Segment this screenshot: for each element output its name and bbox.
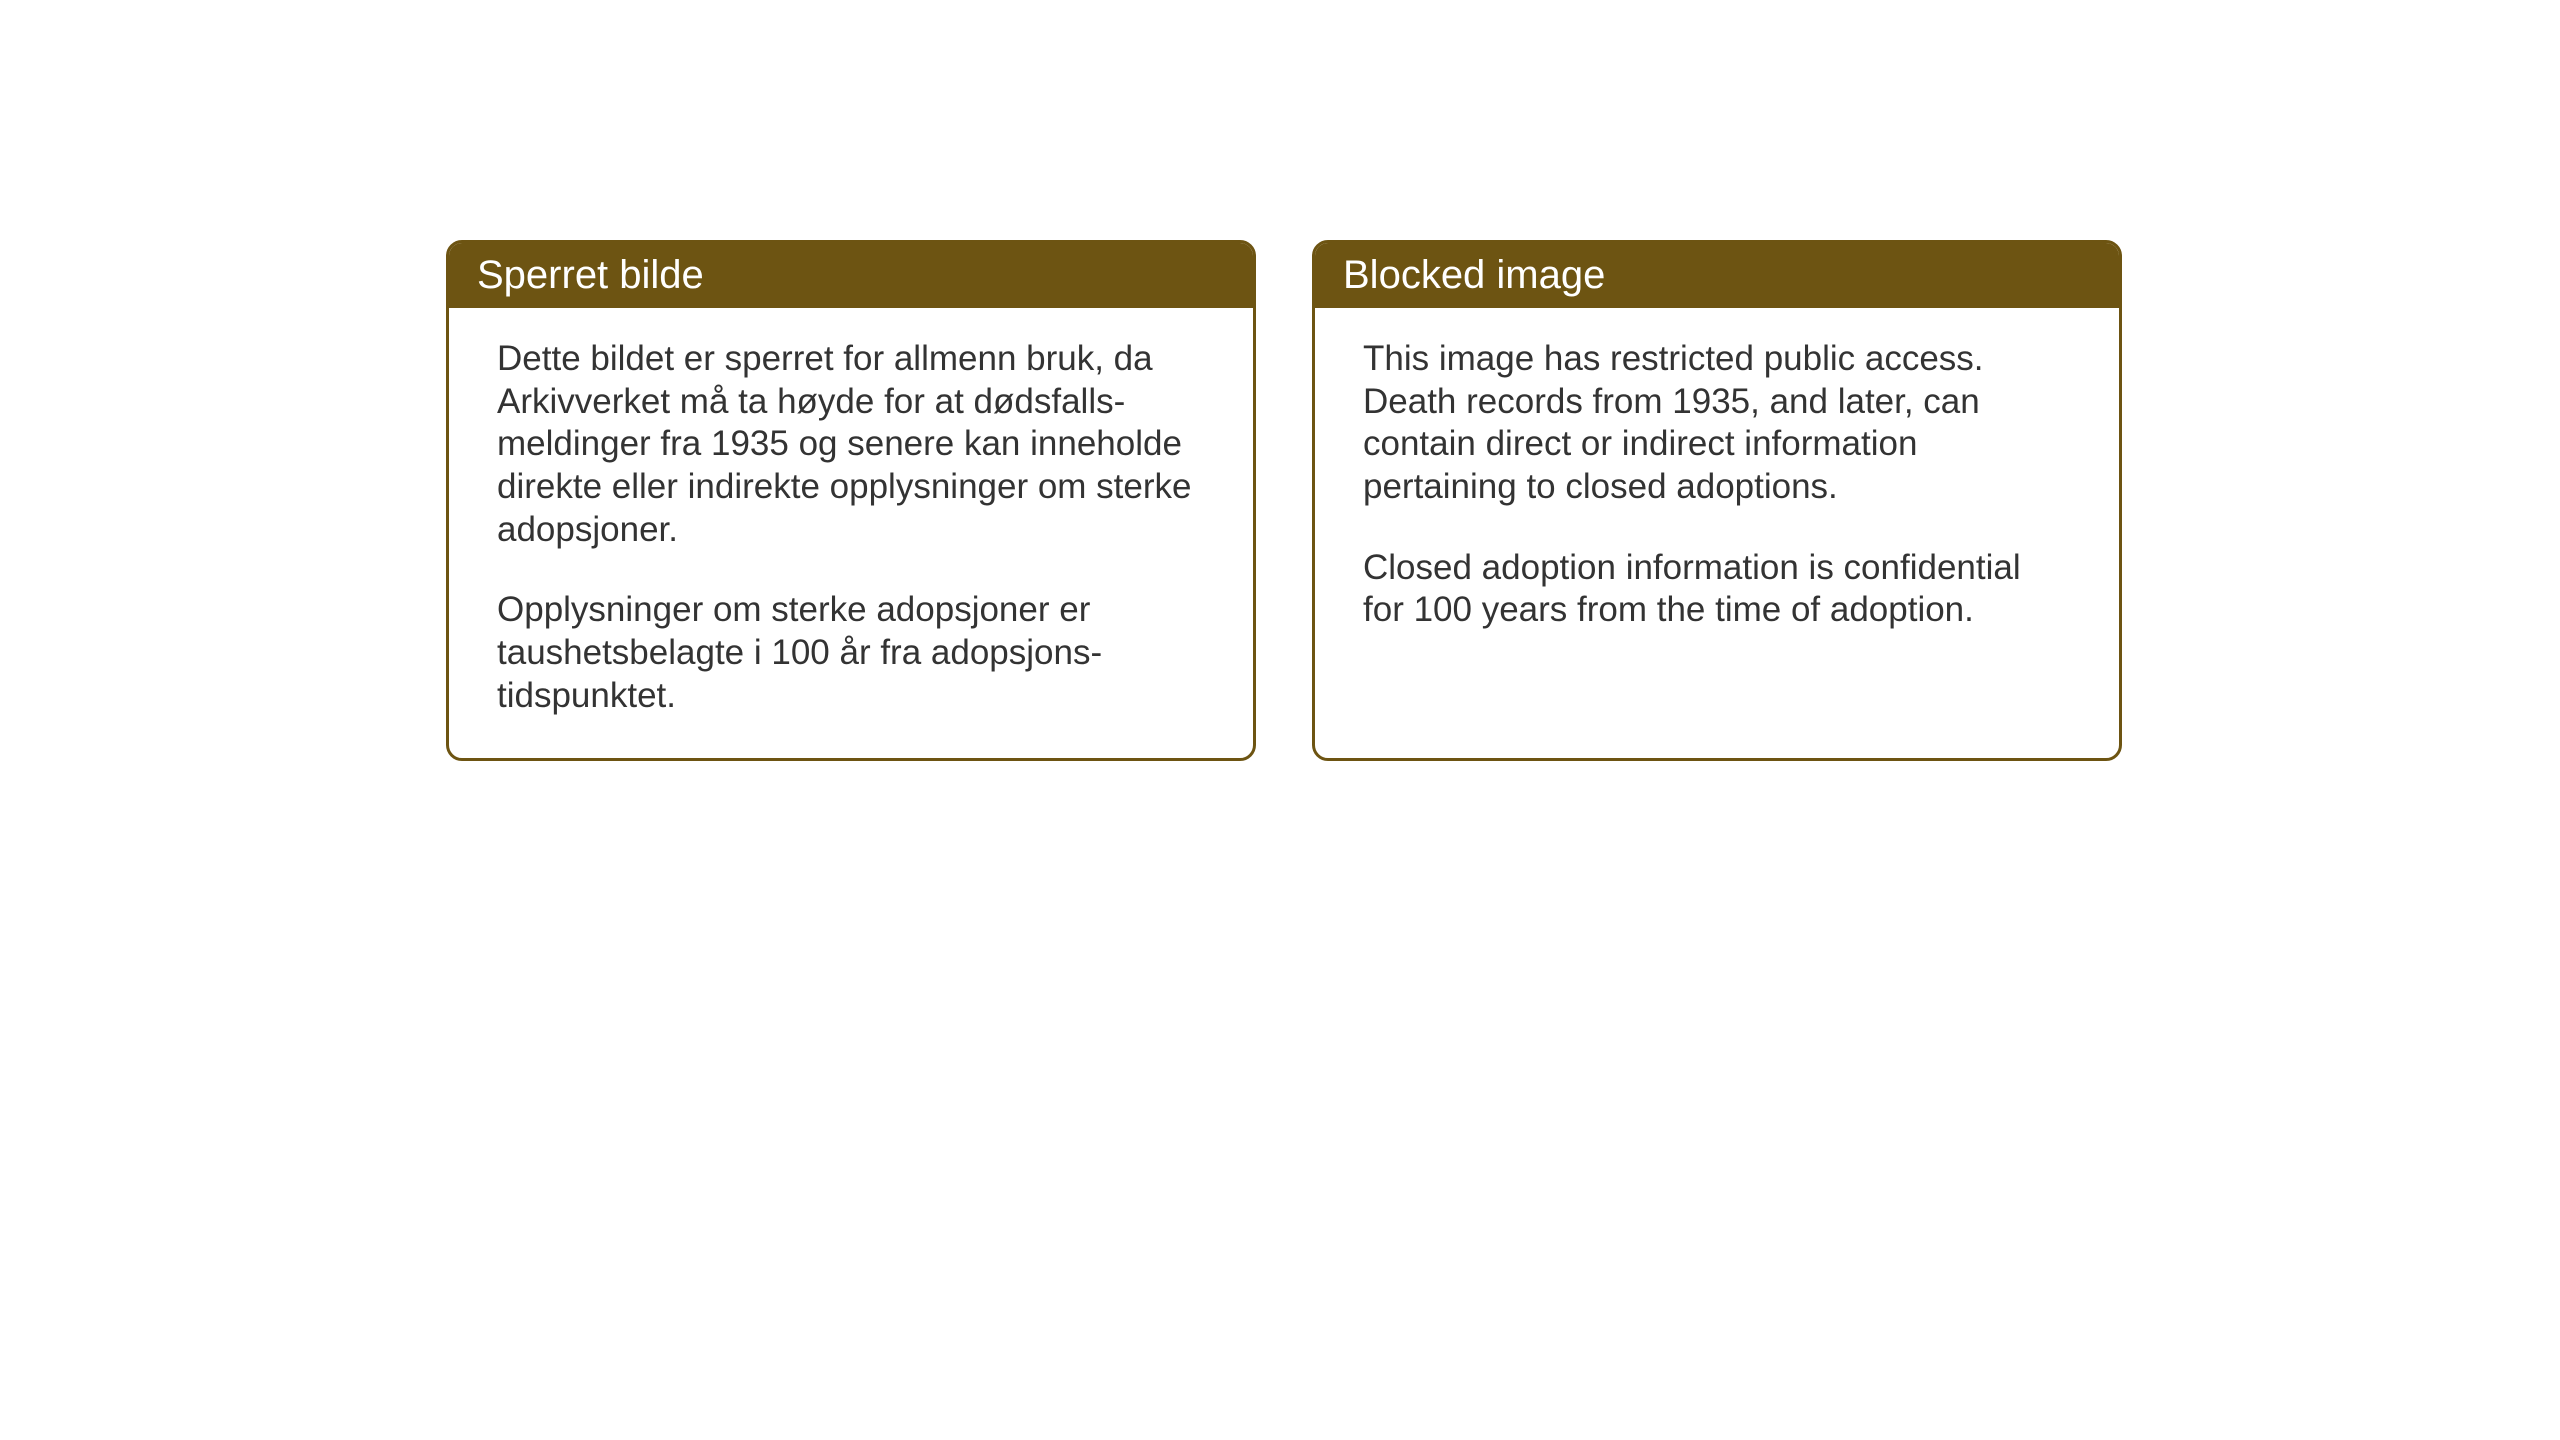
english-card-body: This image has restricted public access.… (1315, 308, 2119, 672)
english-paragraph-2: Closed adoption information is confident… (1363, 547, 2071, 632)
english-card-title: Blocked image (1343, 253, 1605, 297)
english-notice-card: Blocked image This image has restricted … (1312, 240, 2122, 761)
english-paragraph-1: This image has restricted public access.… (1363, 338, 2071, 509)
notice-container: Sperret bilde Dette bildet er sperret fo… (446, 240, 2122, 761)
norwegian-paragraph-2: Opplysninger om sterke adopsjoner er tau… (497, 589, 1205, 717)
norwegian-card-header: Sperret bilde (449, 243, 1253, 308)
norwegian-paragraph-1: Dette bildet er sperret for allmenn bruk… (497, 338, 1205, 551)
norwegian-card-body: Dette bildet er sperret for allmenn bruk… (449, 308, 1253, 758)
norwegian-card-title: Sperret bilde (477, 253, 704, 297)
norwegian-notice-card: Sperret bilde Dette bildet er sperret fo… (446, 240, 1256, 761)
english-card-header: Blocked image (1315, 243, 2119, 308)
